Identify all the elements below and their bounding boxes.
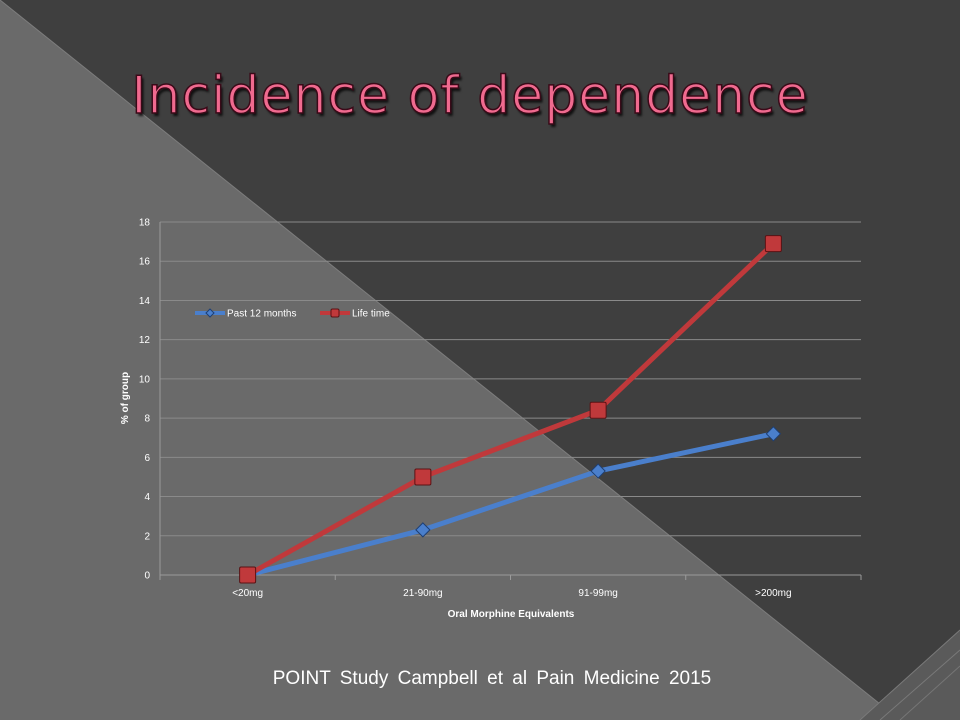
y-tick-label: 18 — [139, 218, 151, 229]
series-line — [246, 241, 776, 578]
legend-marker-diamond — [205, 308, 215, 318]
citation-footer: POINT Study Campbell et al Pain Medicine… — [272, 668, 712, 689]
legend-label: Past 12 months — [227, 309, 296, 320]
series-life-time — [239, 235, 782, 584]
y-tick-label: 6 — [144, 453, 150, 464]
x-tick-label: 91-99mg — [578, 588, 617, 599]
data-point-square — [764, 235, 782, 253]
chart-grid — [159, 221, 862, 580]
data-point-diamond — [765, 426, 782, 442]
chart-series — [239, 235, 782, 584]
x-tick-label: <20mg — [232, 588, 263, 599]
legend-label: Life time — [352, 309, 390, 320]
x-axis-title: Oral Morphine Equivalents — [448, 609, 575, 620]
y-tick-label: 10 — [139, 374, 151, 385]
y-tick-label: 16 — [139, 257, 151, 268]
y-tick-label: 12 — [139, 335, 151, 346]
x-tick-label: 21-90mg — [403, 588, 442, 599]
data-point-square — [414, 468, 432, 486]
y-tick-label: 2 — [144, 531, 150, 542]
y-axis-title: % of group — [120, 372, 131, 424]
y-tick-label: 4 — [144, 492, 150, 503]
data-point-diamond — [415, 522, 431, 538]
slide-title: Incidence of dependence — [130, 65, 809, 127]
series-past-12-months — [239, 426, 782, 583]
y-axis-ticks: 0 2 4 6 8 10 12 14 16 18 — [139, 218, 151, 582]
x-axis-ticks: <20mg 21-90mg 91-99mg >200mg — [232, 588, 791, 599]
y-tick-label: 8 — [144, 414, 150, 425]
legend-marker-square — [330, 308, 340, 318]
data-point-square — [239, 566, 257, 584]
x-tick-label: >200mg — [755, 588, 791, 599]
data-point-square — [589, 401, 607, 419]
y-tick-label: 14 — [139, 296, 151, 307]
series-line — [247, 431, 774, 578]
chart-legend: Past 12 months Life time — [195, 308, 390, 320]
y-tick-label: 0 — [144, 571, 150, 582]
data-point-diamond — [590, 463, 606, 479]
